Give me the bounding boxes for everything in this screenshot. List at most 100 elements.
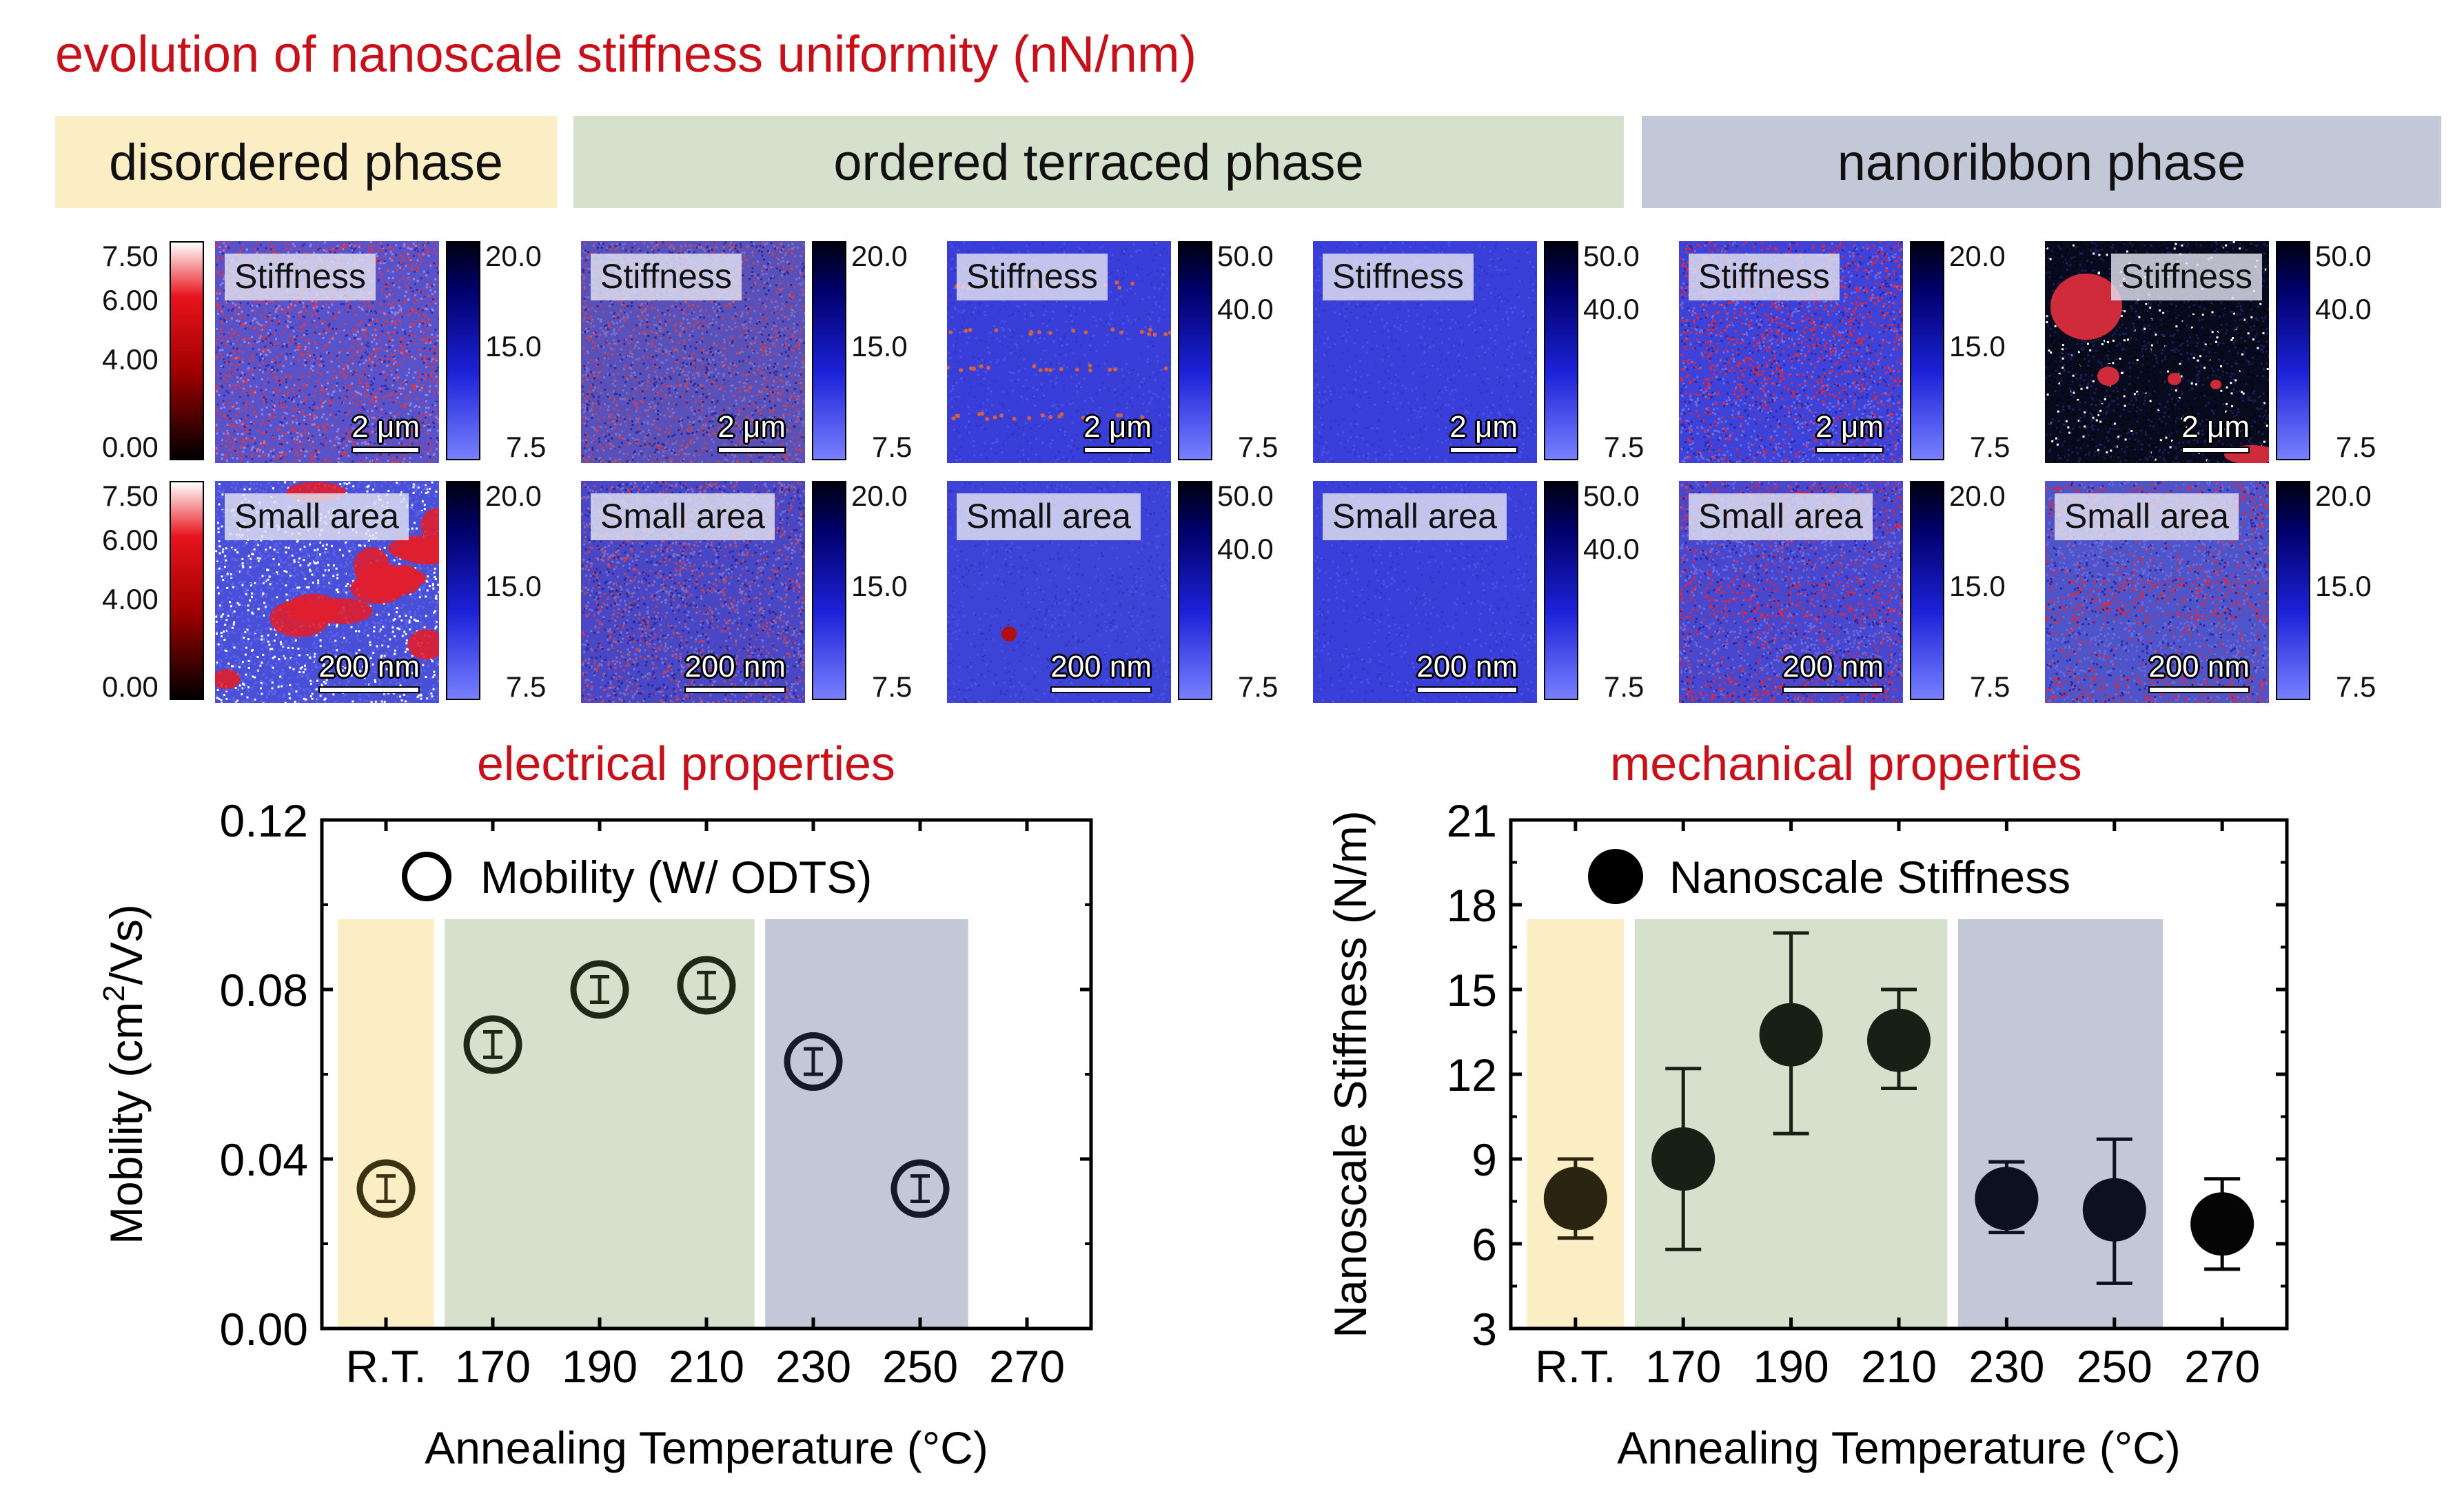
afm-image-label: Stiffness: [2111, 254, 2262, 300]
blue-colorbar-tick: 50.0: [1583, 482, 1640, 511]
afm-image: Stiffness 2 μm: [581, 241, 805, 463]
data-point: [463, 1015, 522, 1074]
blue-colorbar-tick: 7.5: [506, 672, 546, 701]
blue-colorbar-tick: 40.0: [1217, 294, 1274, 324]
blue-colorbar-tick: 15.0: [485, 331, 542, 361]
data-point: [677, 956, 736, 1015]
blue-colorbar-tick: 20.0: [1949, 242, 2006, 271]
y-tick-label: 15: [1447, 965, 1497, 1016]
blue-colorbar-tick: 15.0: [2315, 571, 2372, 601]
x-tick-label: R.T.: [345, 1341, 426, 1392]
data-point: [1759, 1003, 1823, 1067]
blue-colorbar: [1544, 481, 1578, 700]
blue-colorbar-tick: 7.5: [1238, 672, 1278, 701]
blue-colorbar-tick: 15.0: [1949, 331, 2006, 361]
blue-colorbar-tick: 20.0: [851, 242, 908, 271]
blue-colorbar: [446, 241, 480, 460]
x-tick-label: 210: [1861, 1341, 1937, 1392]
phase-header-disordered: disordered phase: [55, 116, 557, 208]
red-colorbar-tick: 7.50: [102, 482, 159, 511]
blue-colorbar: [1910, 241, 1944, 460]
phase-label: disordered phase: [109, 133, 503, 192]
x-tick-label: 250: [2077, 1341, 2152, 1392]
afm-image: Stiffness 2 μm: [1313, 241, 1537, 463]
scale-bar-line: [2148, 686, 2250, 693]
blue-colorbar-tick: 7.5: [872, 432, 912, 462]
afm-image: Small area 200 nm: [947, 481, 1171, 703]
scale-bar-label: 200 nm: [1050, 652, 1152, 682]
red-colorbar-tick: 4.00: [102, 584, 159, 614]
x-tick-label: 250: [882, 1341, 958, 1392]
y-tick-label: 3: [1472, 1304, 1497, 1355]
data-point: [2082, 1178, 2146, 1242]
afm-image-label: Stiffness: [1689, 254, 1840, 300]
afm-image-label: Small area: [591, 493, 775, 540]
blue-colorbar: [2276, 481, 2310, 700]
blue-colorbar: [812, 241, 846, 460]
data-point: [570, 960, 629, 1019]
blue-colorbar-tick: 50.0: [1217, 482, 1274, 511]
blue-colorbar: [1544, 241, 1578, 460]
electrical-chart: 0.00 0.04 0.08 0.12 R.T. 170 190 210 230 250 270An…: [97, 795, 1093, 1473]
afm-image: Small area 200 nm: [1313, 481, 1537, 703]
blue-colorbar-tick: 40.0: [1583, 534, 1640, 564]
mechanical-chart: 3 6 9 12 15 18 21 R.T. 170 190 210 230 250 270Anneali…: [1325, 795, 2289, 1473]
blue-colorbar-tick: 20.0: [1949, 482, 2006, 511]
scale-bar-label: 200 nm: [2148, 652, 2250, 682]
data-point: [890, 1159, 950, 1218]
scale-bar-line: [318, 686, 420, 693]
phase-label: nanoribbon phase: [1837, 133, 2246, 192]
scale-bar-line: [684, 686, 786, 693]
scale-bar: 200 nm: [1782, 652, 1884, 693]
scale-bar: 200 nm: [318, 652, 420, 693]
scale-bar-line: [1449, 447, 1518, 453]
phase-shading: [338, 919, 434, 1329]
y-tick-label: 18: [1447, 880, 1497, 931]
afm-image-label: Small area: [2055, 493, 2239, 540]
afm-image-label: Stiffness: [591, 254, 742, 300]
scale-bar-line: [352, 447, 420, 453]
scale-bar: 2 μm: [1815, 412, 1884, 453]
y-tick-label: 9: [1472, 1134, 1497, 1185]
afm-image: Small area 200 nm: [215, 481, 439, 703]
y-axis-label: Mobility (cm2/Vs): [97, 904, 152, 1244]
y-tick-label: 0.04: [220, 1134, 308, 1185]
scale-bar: 2 μm: [2181, 412, 2250, 453]
x-axis-label: Annealing Temperature (°C): [425, 1422, 988, 1473]
blue-colorbar-tick: 15.0: [485, 571, 542, 601]
y-axis-label: Nanoscale Stiffness (N/m): [1325, 810, 1376, 1337]
y-tick-label: 0.00: [220, 1304, 308, 1355]
blue-colorbar-tick: 50.0: [2315, 242, 2372, 271]
mechanical-chart-title: mechanical properties: [1610, 736, 2082, 791]
blue-colorbar-tick: 40.0: [2315, 294, 2372, 324]
scale-bar-label: 2 μm: [2181, 412, 2250, 442]
x-tick-label: 230: [1968, 1341, 2044, 1392]
y-tick-label: 21: [1447, 795, 1497, 846]
scale-bar-label: 2 μm: [1815, 412, 1884, 442]
red-colorbar-tick: 0.00: [102, 432, 159, 462]
afm-image-label: Stiffness: [957, 254, 1108, 300]
scale-bar: 200 nm: [2148, 652, 2250, 693]
blue-colorbar-tick: 50.0: [1217, 242, 1274, 271]
scale-bar-line: [1782, 686, 1884, 693]
red-colorbar-tick: 0.00: [102, 672, 159, 701]
red-colorbar-tick: 4.00: [102, 345, 159, 374]
scale-bar-line: [2181, 447, 2250, 453]
blue-colorbar-tick: 20.0: [851, 482, 908, 511]
blue-colorbar-tick: 7.5: [1604, 432, 1644, 462]
blue-colorbar-tick: 15.0: [851, 331, 908, 361]
afm-image-label: Stiffness: [1323, 254, 1474, 300]
scale-bar-line: [717, 447, 786, 453]
blue-colorbar-tick: 15.0: [1949, 571, 2006, 601]
scale-bar-label: 200 nm: [1416, 652, 1518, 682]
phase-header-ordered-terraced: ordered terraced phase: [573, 116, 1624, 208]
scale-bar-label: 2 μm: [1449, 412, 1518, 442]
blue-colorbar-tick: 20.0: [485, 482, 542, 511]
phase-shading: [1527, 919, 1625, 1329]
data-point: [1651, 1127, 1715, 1191]
blue-colorbar-tick: 7.5: [1238, 432, 1278, 462]
y-tick-label: 6: [1472, 1219, 1497, 1270]
x-tick-label: 190: [1753, 1341, 1829, 1392]
afm-image: Stiffness 2 μm: [215, 241, 439, 463]
legend-marker: [1588, 849, 1643, 904]
